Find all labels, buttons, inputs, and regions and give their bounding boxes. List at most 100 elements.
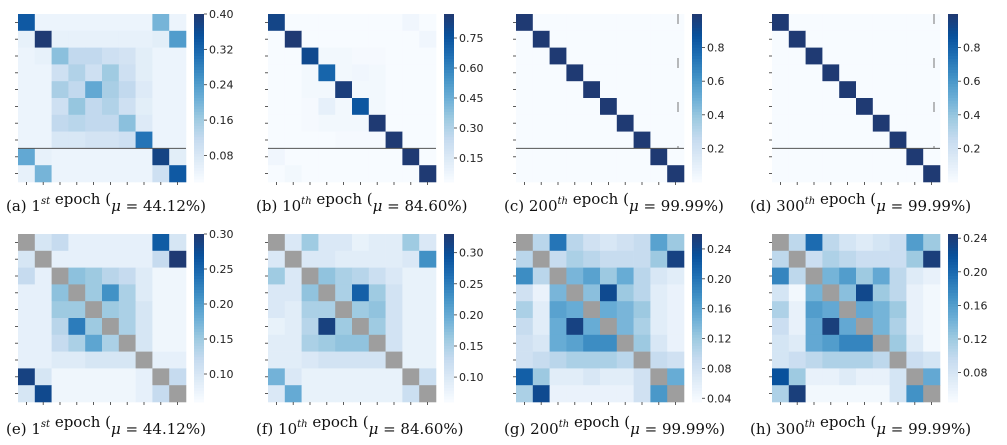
heatmap-cell: [284, 351, 302, 369]
heatmap-cell: [385, 148, 403, 166]
heatmap-cell: [856, 14, 874, 32]
colorbar-segment: [444, 14, 454, 18]
colorbar-segment: [948, 374, 958, 378]
colorbar-segment: [444, 44, 454, 48]
colorbar-segment: [692, 242, 702, 246]
heatmap-cell: [772, 114, 790, 132]
colorbar-segment: [444, 165, 454, 169]
heatmap-cell: [284, 301, 302, 319]
colorbar-segment: [194, 98, 204, 102]
heatmap-cell: [667, 234, 685, 252]
colorbar-segment: [444, 267, 454, 271]
heatmap-cell: [772, 98, 790, 116]
heatmap-cell: [906, 301, 924, 319]
heatmap-cell: [85, 234, 103, 252]
heatmap-cell: [284, 334, 302, 352]
colorbar-segment: [692, 290, 702, 294]
colorbar-segment: [444, 242, 454, 246]
heatmap-cell: [118, 14, 136, 32]
heatmap-cell: [152, 98, 170, 116]
heatmap-cell: [772, 318, 790, 336]
heatmap-cell: [284, 114, 302, 132]
heatmap-cell: [532, 148, 550, 166]
colorbar-segment: [948, 67, 958, 71]
heatmap-cell: [532, 267, 550, 285]
heatmap-cell: [616, 131, 634, 149]
colorbar-tick-label: 0.16: [209, 114, 234, 127]
heatmap-cell: [335, 351, 353, 369]
heatmap-cell: [856, 385, 874, 403]
colorbar-tick-label: 0.25: [209, 263, 234, 276]
colorbar-segment: [444, 340, 454, 344]
heatmap-cell: [616, 98, 634, 116]
colorbar-tick-label: 0.2: [963, 142, 981, 155]
colorbar-segment: [948, 348, 958, 352]
heatmap-cell: [68, 114, 86, 132]
heatmap-cell: [419, 334, 437, 352]
heatmap-cell: [18, 30, 36, 48]
heatmap-cell: [51, 114, 69, 132]
colorbar-segment: [692, 148, 702, 152]
colorbar-segment: [444, 162, 454, 166]
heatmap-cell: [772, 250, 790, 268]
colorbar-segment: [948, 165, 958, 169]
heatmap-cell: [268, 351, 286, 369]
heatmap-cell: [135, 14, 153, 32]
heatmap-cell: [51, 165, 69, 183]
diagonal-cell: [301, 267, 319, 285]
heatmap-cell: [152, 284, 170, 302]
colorbar-segment: [194, 357, 204, 361]
colorbar-segment: [194, 44, 204, 48]
diagonal-cell: [85, 301, 103, 319]
heatmap-cell: [301, 64, 319, 82]
colorbar-segment: [444, 114, 454, 118]
colorbar-segment: [948, 284, 958, 288]
colorbar-segment: [444, 117, 454, 121]
colorbar-segment: [948, 301, 958, 305]
heatmap-cell: [318, 148, 336, 166]
heatmap-cell: [856, 30, 874, 48]
colorbar-segment: [948, 360, 958, 364]
colorbar-segment: [194, 379, 204, 383]
colorbar-segment: [444, 39, 454, 43]
colorbar-segment: [692, 109, 702, 113]
heatmap-cell: [402, 148, 420, 166]
colorbar-segment: [692, 385, 702, 389]
colorbar-segment: [444, 382, 454, 386]
caption-mu: μ: [876, 197, 886, 215]
heatmap-cell: [102, 385, 120, 403]
colorbar-segment: [194, 173, 204, 177]
colorbar-tick-label: 0.24: [707, 243, 732, 256]
heatmap-cell: [68, 301, 86, 319]
heatmap-cell: [102, 284, 120, 302]
heatmap-cell: [856, 234, 874, 252]
heatmap-cell: [368, 385, 386, 403]
heatmap-cell: [516, 368, 534, 386]
colorbar-segment: [194, 19, 204, 23]
heatmap-cell: [68, 47, 86, 65]
colorbar-segment: [194, 337, 204, 341]
caption-middle: epoch (: [308, 413, 369, 431]
colorbar-segment: [948, 112, 958, 116]
heatmap-cell: [772, 81, 790, 99]
colorbar-segment: [692, 250, 702, 254]
heatmap-cell: [268, 81, 286, 99]
colorbar-segment: [948, 276, 958, 280]
heatmap-cell: [616, 250, 634, 268]
heatmap-cell: [268, 131, 286, 149]
heatmap-cell: [566, 165, 584, 183]
heatmap-cell: [616, 301, 634, 319]
heatmap-cell: [633, 368, 651, 386]
colorbar-segment: [194, 78, 204, 82]
heatmap-cell: [419, 234, 437, 252]
colorbar-segment: [444, 368, 454, 372]
heatmap-cell: [301, 47, 319, 65]
colorbar-segment: [692, 170, 702, 174]
colorbar-segment: [194, 399, 204, 403]
caption-sup: th: [559, 419, 569, 430]
heatmap-cell: [419, 148, 437, 166]
colorbar-segment: [948, 47, 958, 51]
colorbar-segment: [444, 120, 454, 124]
colorbar-segment: [194, 25, 204, 29]
colorbar-segment: [692, 362, 702, 366]
